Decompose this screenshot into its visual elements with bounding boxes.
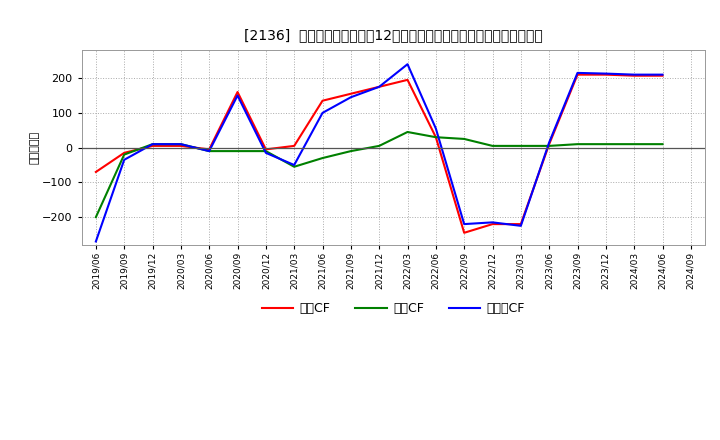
フリーCF	[630, 72, 639, 77]
フリーCF	[573, 70, 582, 76]
Line: 投資CF: 投資CF	[96, 132, 662, 217]
投資CF	[290, 164, 299, 169]
投資CF	[233, 148, 242, 154]
営業CF	[403, 77, 412, 82]
投資CF	[176, 142, 185, 147]
フリーCF	[460, 221, 469, 227]
投資CF	[431, 135, 440, 140]
フリーCF	[290, 162, 299, 168]
営業CF	[148, 143, 157, 149]
投資CF	[545, 143, 554, 149]
Line: フリーCF: フリーCF	[96, 64, 662, 242]
投資CF	[318, 155, 327, 161]
投資CF	[403, 129, 412, 135]
営業CF	[630, 73, 639, 78]
フリーCF	[176, 142, 185, 147]
営業CF	[120, 150, 129, 155]
営業CF	[516, 221, 525, 227]
投資CF	[120, 152, 129, 157]
フリーCF	[318, 110, 327, 116]
投資CF	[573, 142, 582, 147]
投資CF	[148, 142, 157, 147]
営業CF	[460, 230, 469, 235]
投資CF	[488, 143, 497, 149]
営業CF	[375, 84, 384, 89]
営業CF	[601, 72, 610, 77]
Line: 営業CF: 営業CF	[96, 75, 662, 233]
営業CF	[233, 89, 242, 95]
フリーCF	[488, 220, 497, 225]
フリーCF	[148, 142, 157, 147]
営業CF	[290, 143, 299, 149]
投資CF	[601, 142, 610, 147]
営業CF	[261, 147, 270, 152]
フリーCF	[403, 62, 412, 67]
フリーCF	[205, 148, 214, 154]
フリーCF	[261, 150, 270, 155]
Title: [2136]  キャッシュフローの12か月移動合計の対前年同期増減額の推移: [2136] キャッシュフローの12か月移動合計の対前年同期増減額の推移	[244, 28, 543, 42]
営業CF	[545, 142, 554, 147]
営業CF	[318, 98, 327, 103]
投資CF	[516, 143, 525, 149]
フリーCF	[120, 157, 129, 162]
フリーCF	[375, 84, 384, 89]
営業CF	[658, 73, 667, 78]
フリーCF	[91, 239, 100, 244]
フリーCF	[601, 71, 610, 76]
フリーCF	[658, 72, 667, 77]
投資CF	[91, 215, 100, 220]
Legend: 営業CF, 投資CF, フリーCF: 営業CF, 投資CF, フリーCF	[257, 297, 530, 320]
営業CF	[346, 91, 355, 96]
フリーCF	[516, 223, 525, 228]
営業CF	[176, 143, 185, 149]
フリーCF	[431, 126, 440, 131]
営業CF	[91, 169, 100, 175]
フリーCF	[545, 140, 554, 145]
投資CF	[261, 148, 270, 154]
営業CF	[431, 135, 440, 140]
投資CF	[375, 143, 384, 149]
Y-axis label: （百万円）: （百万円）	[30, 131, 40, 164]
投資CF	[346, 148, 355, 154]
投資CF	[658, 142, 667, 147]
投資CF	[630, 142, 639, 147]
営業CF	[488, 221, 497, 227]
フリーCF	[346, 95, 355, 100]
営業CF	[573, 72, 582, 77]
投資CF	[460, 136, 469, 142]
フリーCF	[233, 93, 242, 98]
営業CF	[205, 147, 214, 152]
投資CF	[205, 148, 214, 154]
